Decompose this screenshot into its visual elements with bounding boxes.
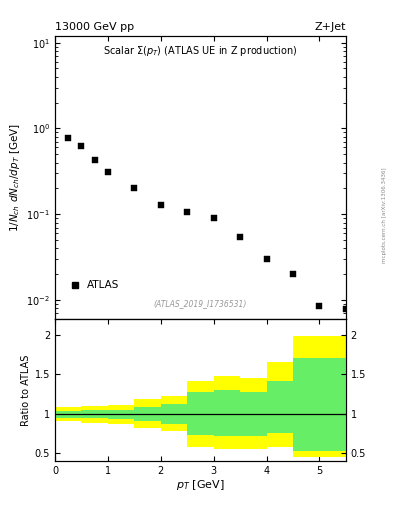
X-axis label: $p_T$ [GeV]: $p_T$ [GeV] [176,478,225,493]
Text: Z+Jet: Z+Jet [314,22,346,32]
Text: Scalar $\Sigma(p_T)$ (ATLAS UE in Z production): Scalar $\Sigma(p_T)$ (ATLAS UE in Z prod… [103,45,298,58]
Text: mcplots.cern.ch [arXiv:1306.3436]: mcplots.cern.ch [arXiv:1306.3436] [382,167,387,263]
Y-axis label: Ratio to ATLAS: Ratio to ATLAS [20,354,31,425]
Text: 13000 GeV pp: 13000 GeV pp [55,22,134,32]
Y-axis label: $1/N_{ch}\ dN_{ch}/dp_T\ [\mathrm{GeV}]$: $1/N_{ch}\ dN_{ch}/dp_T\ [\mathrm{GeV}]$ [8,123,22,232]
Text: (ATLAS_2019_I1736531): (ATLAS_2019_I1736531) [154,299,247,308]
Text: ATLAS: ATLAS [87,280,119,290]
